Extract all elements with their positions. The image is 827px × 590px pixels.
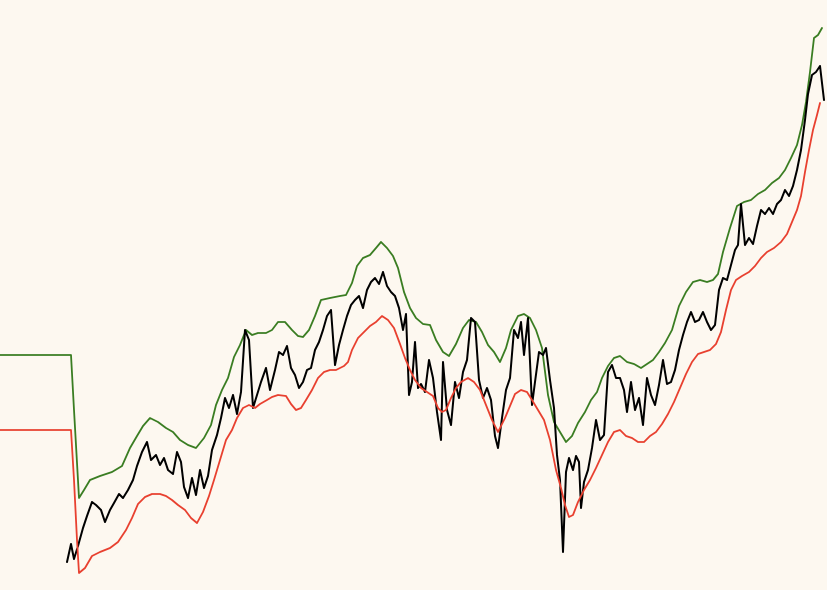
series-layer	[0, 27, 825, 574]
series-line-lower-band	[0, 102, 821, 574]
series-line-price	[66, 65, 825, 563]
series-line-upper-band	[0, 27, 823, 499]
